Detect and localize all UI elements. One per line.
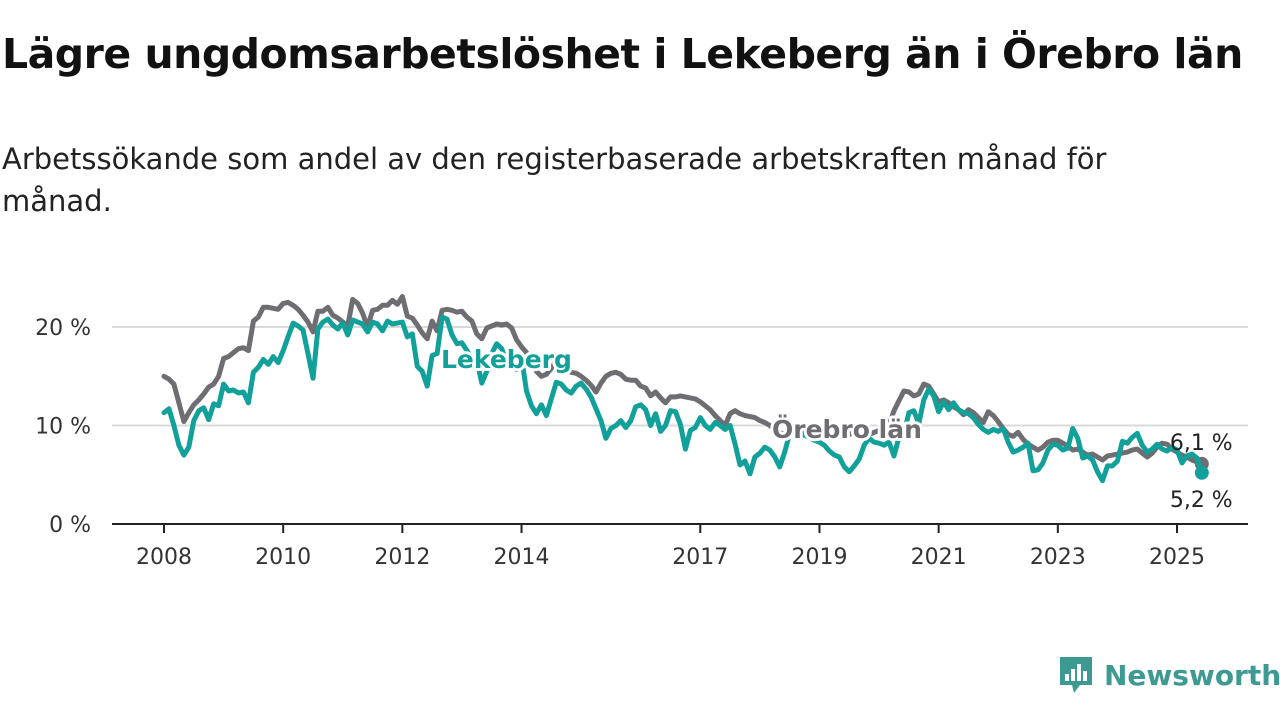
end-value-label-lekeberg: 5,2 % xyxy=(1170,488,1233,513)
x-tick-label: 2014 xyxy=(494,545,550,570)
end-point-lekeberg xyxy=(1194,465,1209,480)
x-axis-ticks: 2008 2010 2012 2014 2017 2019 2021 2023 2025 xyxy=(136,524,1205,570)
y-axis-ticks: 0 % 10 % 20 % xyxy=(35,316,91,538)
newsworthy-logo[interactable]: Newsworthy xyxy=(1058,653,1280,697)
x-tick-label: 2019 xyxy=(791,545,847,570)
x-tick-label: 2021 xyxy=(911,545,967,570)
series-line-lekeberg xyxy=(161,314,1205,484)
x-tick-label: 2008 xyxy=(136,545,192,570)
y-tick-label: 0 % xyxy=(49,513,91,538)
x-tick-label: 2023 xyxy=(1030,545,1086,570)
bar-chart-icon xyxy=(1060,657,1092,693)
gridlines xyxy=(112,326,1248,427)
x-tick-label: 2017 xyxy=(672,545,728,570)
chart-title: Lägre ungdomsarbetslöshet i Lekeberg än … xyxy=(2,30,1243,78)
chart-subtitle: Arbetssökande som andel av den registerb… xyxy=(2,142,1107,218)
end-value-label-orebro: 6,1 % xyxy=(1170,431,1233,456)
brand-name: Newsworthy xyxy=(1104,658,1280,692)
series-name-label-orebro: Örebro län xyxy=(772,414,922,444)
series-name-label-lekeberg: Lekeberg xyxy=(441,345,572,374)
series-labels: 6,1 % 5,2 % Lekeberg Örebro län xyxy=(438,342,1233,513)
y-tick-label: 20 % xyxy=(35,316,91,341)
x-tick-label: 2025 xyxy=(1149,545,1205,570)
x-tick-label: 2010 xyxy=(255,545,311,570)
x-tick-label: 2012 xyxy=(374,545,430,570)
y-tick-label: 10 % xyxy=(35,415,91,440)
series-lines xyxy=(161,294,1209,484)
